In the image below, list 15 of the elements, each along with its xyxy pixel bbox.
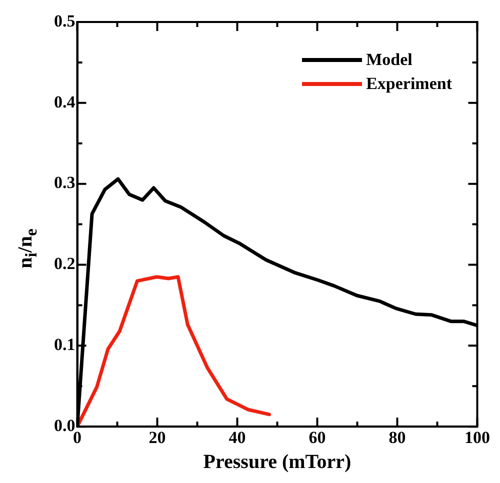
x-tick-label: 60 — [308, 428, 326, 448]
y-tick-label: 0.5 — [54, 11, 76, 30]
x-axis-title: Pressure (mTorr) — [203, 451, 352, 474]
x-tick-label: 0 — [73, 428, 82, 448]
x-tick-label: 100 — [464, 428, 490, 448]
x-tick-label: 80 — [388, 428, 406, 448]
legend-label: Model — [366, 50, 412, 70]
y-tick-label: 0.3 — [54, 173, 76, 192]
x-tick-label: 40 — [228, 428, 246, 448]
legend-label: Experiment — [366, 74, 452, 94]
x-tick-label: 20 — [148, 428, 166, 448]
y-tick-label: 0.1 — [54, 335, 76, 354]
y-tick-label: 0.2 — [54, 254, 76, 274]
y-tick-label: 0.0 — [54, 416, 76, 435]
y-tick-label: 0.4 — [54, 92, 76, 112]
